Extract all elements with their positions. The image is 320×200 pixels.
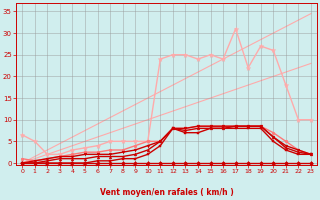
X-axis label: Vent moyen/en rafales ( km/h ): Vent moyen/en rafales ( km/h ) (100, 188, 234, 197)
